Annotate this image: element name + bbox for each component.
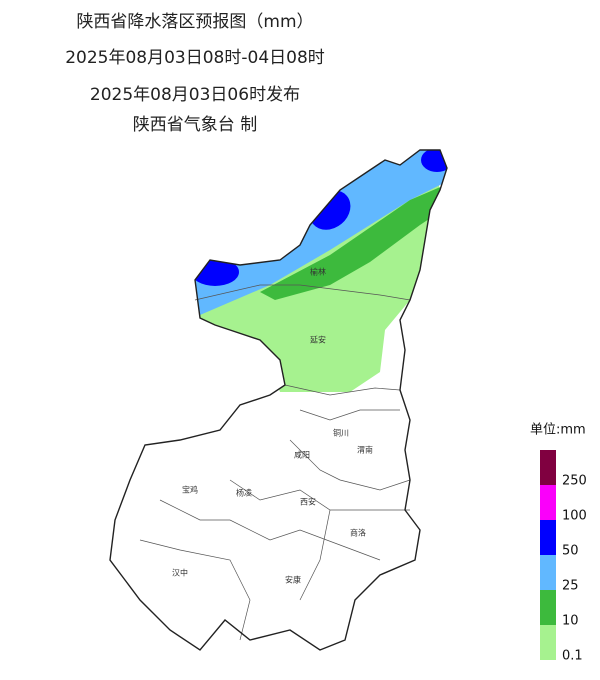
city-label: 渭南 [357,445,373,455]
legend-label: 100 [562,509,587,524]
legend-label: 250 [562,474,587,489]
boundaries [139,284,411,641]
city-label: 咸阳 [294,450,310,460]
province-outline [109,149,448,651]
city-label: 榆林 [310,267,326,277]
city-label: 汉中 [172,568,188,578]
city-label: 延安 [310,335,326,345]
rain-areas [180,150,447,392]
subtitle: 2025年08月03日08时-04日08时 [65,48,325,68]
legend-swatch [540,625,556,660]
legend-label: 50 [562,544,579,559]
city-label: 杨凌 [236,488,252,498]
legend-label: 10 [562,614,579,629]
legend-title: 单位:mm [530,423,586,438]
rain-area [260,185,447,300]
legend-label: 0.1 [562,649,583,664]
issue-time: 2025年08月03日06时发布 [90,85,300,105]
legend-swatch [540,520,556,555]
city-label: 宝鸡 [182,485,198,495]
rain-area [421,150,447,172]
rain-area [191,258,239,286]
title: 陕西省降水落区预报图（mm） [76,12,313,32]
legend-swatch [540,450,556,485]
city-label: 商洛 [350,528,366,538]
legend-swatch [540,590,556,625]
city-label: 安康 [285,575,301,585]
legend-label: 25 [562,579,579,594]
issuer: 陕西省气象台 制 [133,115,257,135]
legend-swatch [540,555,556,590]
legend-swatch [540,485,556,520]
city-label: 西安 [300,497,316,507]
city-label: 铜川 [333,428,349,438]
